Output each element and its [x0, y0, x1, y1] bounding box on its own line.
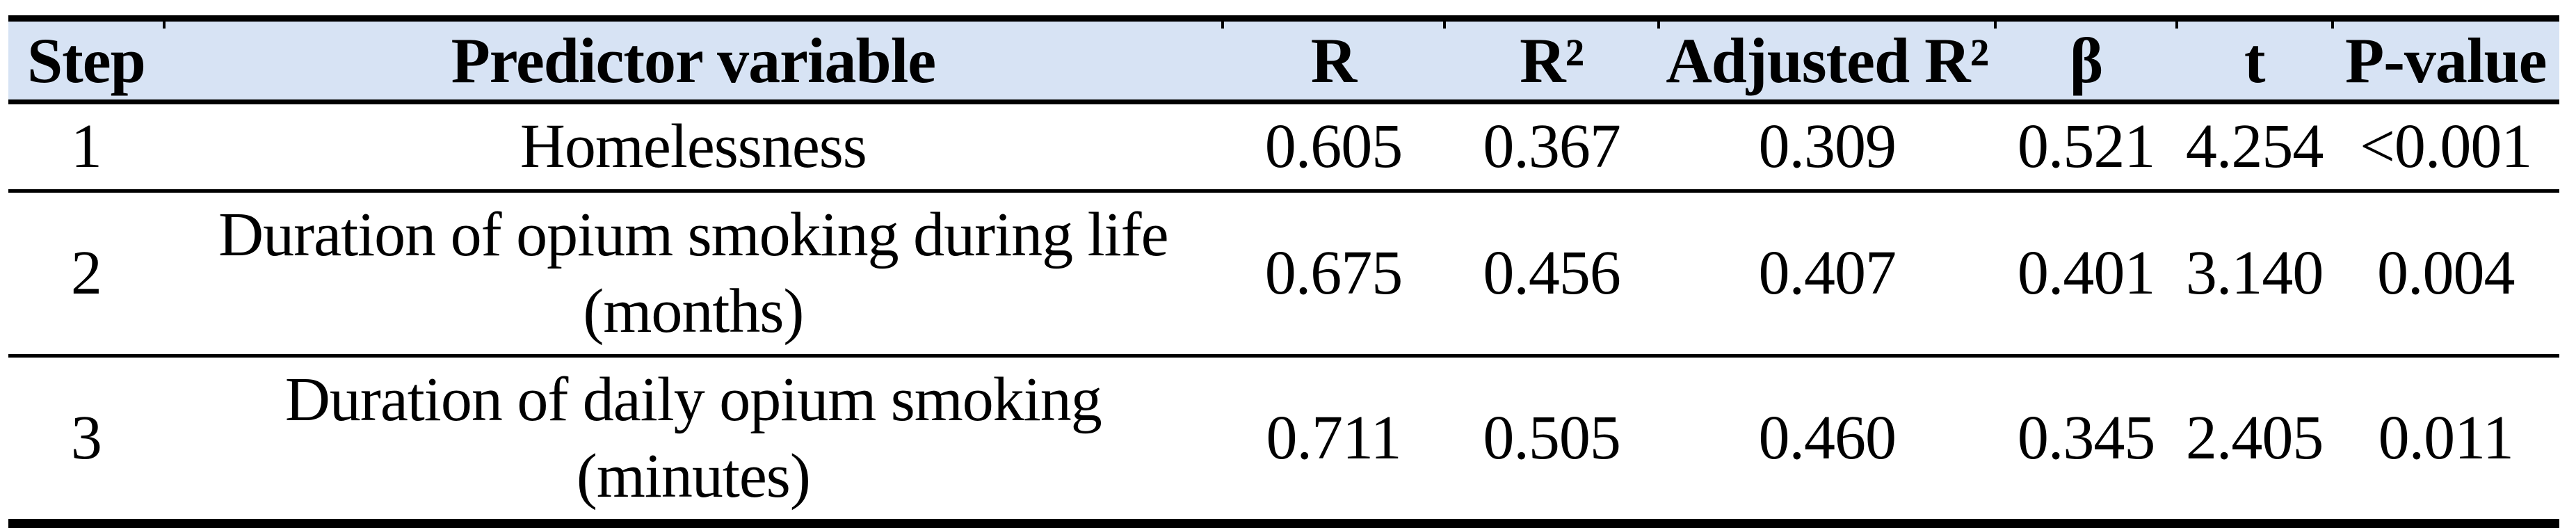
cell-r: 0.605	[1222, 102, 1445, 193]
cell-predictor: Duration of daily opium smoking (minutes…	[284, 365, 1102, 511]
cell-r-squared: 0.505	[1483, 403, 1621, 472]
cell-r-squared: 0.367	[1444, 102, 1659, 193]
header-cell-beta: β	[1994, 18, 2177, 104]
cell-step: 3	[70, 403, 102, 472]
table-row: 2 Duration of opium smoking during life …	[8, 191, 2559, 358]
cell-t: 3.140	[2176, 191, 2333, 358]
cell-r-squared: 0.456	[1444, 191, 1659, 358]
table-header-row: Step Predictor variable R R² Adjusted R²…	[8, 18, 2559, 104]
cell-predictor: Homelessness	[163, 102, 1223, 193]
cell-step: 2	[8, 191, 164, 358]
cell-adjusted-r-squared: 0.407	[1659, 191, 1996, 358]
header-cell-adjusted-r-squared: Adjusted R²	[1657, 18, 1996, 104]
header-cell-predictor: Predictor variable	[162, 18, 1223, 104]
cell-step: 1	[8, 102, 164, 193]
header-cell-r-squared: R²	[1443, 18, 1659, 104]
header-cell-r: R	[1221, 18, 1445, 104]
cell-p-value: <0.001	[2332, 102, 2559, 193]
cell-p-value: 0.004	[2332, 191, 2559, 358]
cell-beta: 0.401	[1995, 191, 2177, 358]
cell-r: 0.675	[1222, 191, 1445, 358]
cell-adjusted-r-squared: 0.460	[1758, 403, 1897, 472]
table-row: 3 Duration of daily opium smoking (minut…	[8, 356, 2559, 524]
cell-beta: 0.521	[1995, 102, 2177, 193]
cell-p-value: 0.011	[2378, 403, 2514, 472]
cell-predictor: Duration of opium smoking during life (m…	[163, 191, 1223, 358]
cell-t: 2.405	[2185, 403, 2324, 472]
header-cell-p-value: P-value	[2331, 18, 2559, 104]
table-row: 1 Homelessness 0.605 0.367 0.309 0.521 4…	[8, 102, 2559, 193]
regression-table-container: Step Predictor variable R R² Adjusted R²…	[8, 15, 2559, 528]
header-cell-t: t	[2175, 18, 2333, 104]
cell-t: 4.254	[2176, 102, 2333, 193]
regression-results-table: Step Predictor variable R R² Adjusted R²…	[8, 15, 2559, 528]
cell-beta: 0.345	[2017, 403, 2156, 472]
header-cell-step: Step	[8, 18, 164, 104]
cell-r: 0.711	[1266, 403, 1401, 472]
cell-adjusted-r-squared: 0.309	[1659, 102, 1996, 193]
